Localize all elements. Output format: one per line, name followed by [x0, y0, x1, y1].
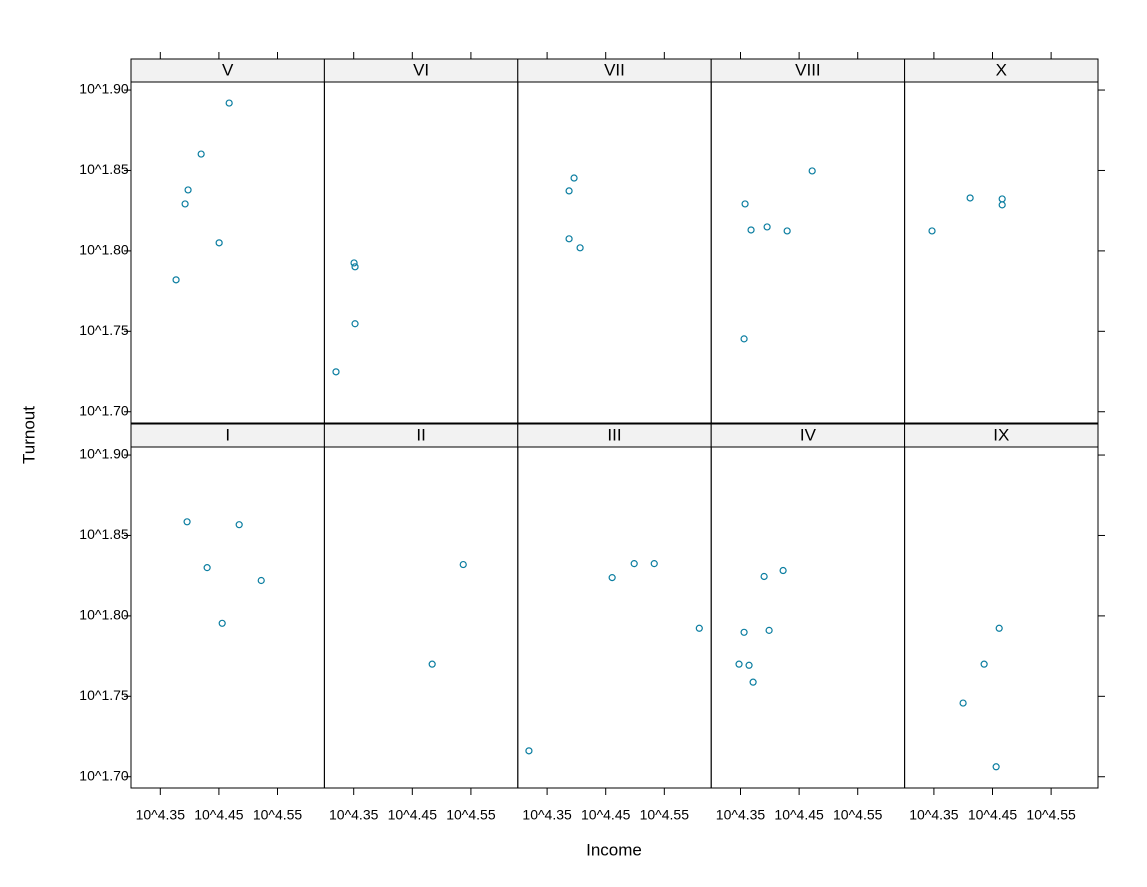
- point: [779, 566, 787, 575]
- point: [203, 564, 211, 572]
- point: [332, 368, 340, 376]
- x-tick-label: 10^4.45: [388, 807, 438, 823]
- strip-label: V: [222, 60, 234, 79]
- point: [740, 335, 748, 343]
- strip-label: IX: [993, 425, 1009, 444]
- x-tick-label: 10^4.45: [581, 807, 631, 823]
- panel: [710, 81, 906, 424]
- point: [351, 320, 359, 328]
- point: [763, 223, 771, 231]
- point: [565, 235, 573, 243]
- point: [215, 239, 223, 247]
- x-tick-label: 10^4.55: [253, 807, 303, 823]
- point: [184, 186, 192, 194]
- point: [459, 560, 467, 569]
- x-tick-label: 10^4.35: [329, 807, 379, 823]
- strip-label: I: [225, 425, 230, 444]
- point: [695, 624, 703, 632]
- point: [747, 226, 755, 234]
- y-tick-label: 10^1.75: [79, 687, 129, 703]
- point: [998, 195, 1006, 203]
- panel: [710, 446, 906, 789]
- panel: [323, 446, 519, 789]
- point: [749, 678, 757, 686]
- x-tick-label: 10^4.35: [716, 807, 766, 823]
- y-tick-label: 10^1.70: [79, 767, 129, 783]
- y-tick-label: 10^1.80: [79, 607, 129, 623]
- panel: [517, 446, 712, 789]
- panel: [130, 446, 325, 789]
- point: [576, 244, 584, 252]
- strip-label: III: [607, 425, 621, 444]
- strip-label: II: [416, 425, 425, 444]
- y-axis-label: Turnout: [19, 406, 38, 464]
- panel: [904, 446, 1099, 789]
- panel: [323, 81, 519, 424]
- point: [218, 619, 226, 627]
- point: [966, 194, 974, 202]
- point: [735, 660, 743, 668]
- x-tick-label: 10^4.45: [194, 807, 244, 823]
- strip-label: VI: [413, 60, 429, 79]
- point: [630, 560, 638, 568]
- point: [525, 747, 533, 755]
- point: [650, 560, 658, 568]
- strip-label: X: [996, 60, 1007, 79]
- point: [980, 660, 988, 668]
- y-tick-label: 10^1.85: [79, 526, 129, 542]
- point: [350, 259, 358, 267]
- x-tick-label: 10^4.35: [522, 807, 572, 823]
- x-tick-label: 10^4.55: [1026, 807, 1076, 823]
- y-tick-label: 10^1.90: [79, 81, 129, 97]
- strip-label: VIII: [795, 60, 821, 79]
- point: [428, 660, 436, 668]
- point: [995, 624, 1003, 632]
- point: [760, 572, 768, 581]
- y-tick-label: 10^1.70: [79, 402, 129, 418]
- x-tick-label: 10^4.55: [446, 807, 496, 823]
- point: [197, 150, 205, 158]
- point: [565, 187, 573, 195]
- y-tick-label: 10^1.75: [79, 322, 129, 338]
- point: [172, 276, 180, 284]
- x-tick-label: 10^4.55: [640, 807, 690, 823]
- x-tick-label: 10^4.35: [909, 807, 959, 823]
- point: [783, 227, 791, 235]
- strip-label: VII: [604, 60, 625, 79]
- y-tick-label: 10^1.80: [79, 242, 129, 258]
- point: [740, 628, 748, 636]
- point: [765, 626, 773, 634]
- point: [570, 174, 578, 182]
- point: [808, 167, 816, 175]
- point: [928, 227, 936, 235]
- x-axis-label: Income: [586, 840, 642, 859]
- strip-label: IV: [800, 425, 817, 444]
- point: [992, 763, 1000, 771]
- point: [959, 699, 967, 707]
- point: [181, 200, 189, 208]
- point: [741, 200, 749, 208]
- panel: [130, 81, 325, 424]
- point: [608, 574, 616, 582]
- x-tick-label: 10^4.45: [774, 807, 824, 823]
- point: [257, 576, 265, 585]
- point: [745, 661, 753, 669]
- y-tick-label: 10^1.85: [79, 161, 129, 177]
- point: [183, 518, 191, 526]
- y-tick-label: 10^1.90: [79, 446, 129, 462]
- point: [998, 201, 1006, 209]
- point: [235, 521, 243, 529]
- x-tick-label: 10^4.45: [968, 807, 1018, 823]
- panel: [904, 81, 1099, 424]
- panel: [517, 81, 712, 424]
- point: [351, 263, 359, 271]
- x-tick-label: 10^4.35: [136, 807, 186, 823]
- point: [225, 99, 233, 107]
- x-tick-label: 10^4.55: [833, 807, 883, 823]
